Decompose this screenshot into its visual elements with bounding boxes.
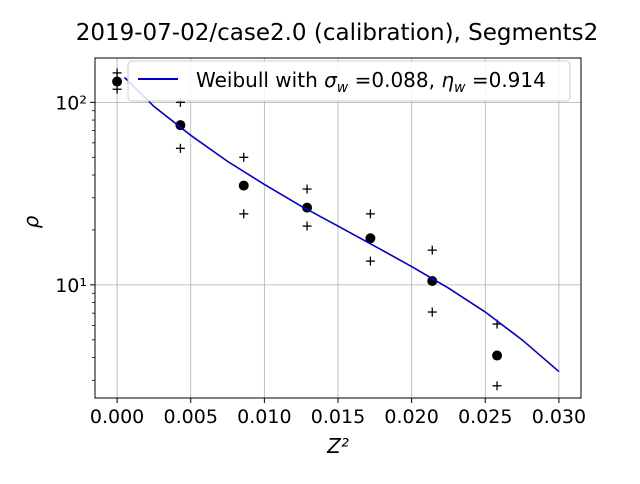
data-point-circle [427, 276, 438, 287]
y-tick-label: 10¹ [55, 275, 87, 297]
data-point-plus [112, 84, 122, 94]
x-tick-label: 0.000 [90, 406, 144, 428]
weibull-fit-line [123, 76, 560, 373]
data-point-plus [239, 152, 249, 162]
data-point-circle [238, 180, 249, 191]
data-point-plus [427, 307, 437, 317]
data-point-plus [365, 256, 375, 266]
legend-sigma-subscript: w [337, 80, 349, 96]
data-point-plus [365, 209, 375, 219]
data-point-plus [427, 245, 437, 255]
data-point-plus [112, 68, 122, 78]
legend-label: Weibull with σw =0.088, ηw =0.914 [196, 68, 546, 96]
data-point-circle [112, 76, 123, 87]
legend-label-prefix: Weibull with [196, 68, 324, 92]
y-axis: 10¹ 10² [55, 92, 95, 381]
data-point-circle [492, 350, 503, 361]
x-tick-label: 0.030 [532, 406, 586, 428]
legend-sigma-symbol: σ [324, 68, 338, 92]
y-axis-label: ρ [19, 215, 43, 228]
x-axis: 0.000 0.005 0.010 0.015 0.020 0.025 0.030 [90, 398, 586, 428]
x-tick-label: 0.010 [237, 406, 291, 428]
x-tick-label: 0.025 [458, 406, 512, 428]
x-tick-label: 0.005 [164, 406, 218, 428]
series-layer [112, 68, 560, 391]
data-point-circle [175, 120, 186, 131]
data-point-plus [302, 221, 312, 231]
data-point-plus [302, 184, 312, 194]
legend-eta-value: =0.914 [465, 68, 545, 92]
data-point-plus [175, 143, 185, 153]
legend-eta-symbol: η [441, 68, 454, 92]
legend-sigma-value: =0.088, [348, 68, 441, 92]
data-point-plus [492, 381, 502, 391]
y-tick-label: 10² [55, 92, 87, 114]
x-tick-label: 0.020 [384, 406, 438, 428]
legend-box [127, 60, 571, 102]
x-tick-label: 0.015 [311, 406, 365, 428]
legend-eta-subscript: w [454, 80, 466, 96]
x-axis-label: Z² [326, 434, 349, 458]
chart-title: 2019-07-02/case2.0 (calibration), Segmen… [76, 20, 599, 46]
legend: Weibull with σw =0.088, ηw =0.914 [127, 60, 571, 102]
data-point-circle [365, 233, 376, 244]
data-point-plus [239, 209, 249, 219]
